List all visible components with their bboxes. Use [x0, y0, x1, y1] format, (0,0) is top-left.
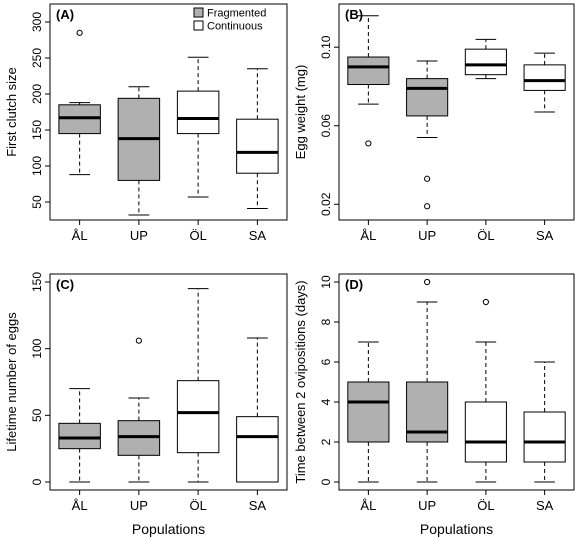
- y-tick-label: 150: [30, 272, 44, 292]
- box-iqr: [523, 411, 566, 463]
- box-3: [236, 337, 279, 483]
- box-iqr: [176, 90, 220, 135]
- box-3: [523, 361, 566, 483]
- box-iqr: [236, 118, 279, 174]
- panel-label: (A): [56, 7, 74, 22]
- panel-label: (C): [56, 277, 74, 292]
- legend-label: Continuous: [207, 21, 263, 33]
- x-tick-label: SA: [536, 228, 554, 243]
- box-0: [58, 29, 101, 176]
- box-2: [176, 56, 220, 198]
- box-iqr: [523, 64, 566, 91]
- y-tick-label: 300: [30, 12, 44, 32]
- box-0: [58, 388, 101, 483]
- box-iqr: [347, 381, 390, 443]
- y-tick-label: 0: [30, 478, 44, 485]
- x-tick-label: SA: [249, 498, 267, 513]
- x-tick-label: SA: [536, 498, 554, 513]
- y-tick-label: 0: [319, 478, 333, 485]
- x-tick-label: ÅL: [72, 498, 88, 513]
- legend-swatch: [193, 20, 204, 31]
- box-2: [176, 288, 220, 483]
- box-1: [406, 60, 449, 210]
- x-tick-label: ÖL: [477, 228, 494, 243]
- box-1: [117, 86, 161, 216]
- plot-frame: [338, 273, 575, 491]
- x-tick-label: UP: [130, 498, 148, 513]
- box-iqr: [406, 78, 449, 117]
- x-tick-label: ÖL: [189, 498, 206, 513]
- outlier-point: [365, 140, 372, 147]
- y-tick-label: 50: [30, 408, 44, 422]
- panel-2: (C) 0 50 100 150 Lifetime number of eggs ÅL UP Ö…: [4, 272, 288, 537]
- x-tick-label: UP: [418, 498, 436, 513]
- plot-frame: [338, 3, 575, 221]
- x-axis-label: Populations: [132, 521, 205, 537]
- plot-frame: [49, 273, 288, 491]
- outlier-point: [76, 29, 83, 36]
- y-tick-label: 0.10: [319, 35, 333, 59]
- box-1: [406, 278, 449, 483]
- y-axis-label: Lifetime number of eggs: [4, 312, 19, 452]
- y-tick-label: 4: [319, 398, 333, 405]
- panel-0: (A) 50 100 150 200 250 300 First clutch size ÅL U…: [4, 3, 288, 243]
- box-2: [464, 298, 507, 483]
- outlier-point: [424, 203, 431, 210]
- panel-1: (B) 0.02 0.06 0.10 Egg weight (mg) ÅL UP ÖL SA: [293, 3, 575, 243]
- x-tick-label: ÖL: [189, 228, 206, 243]
- x-axis-label: Populations: [420, 521, 493, 537]
- y-tick-label: 50: [30, 195, 44, 209]
- y-tick-label: 100: [30, 156, 44, 176]
- x-tick-label: UP: [418, 228, 436, 243]
- box-2: [464, 38, 507, 80]
- x-tick-label: ÖL: [477, 498, 494, 513]
- outlier-point: [482, 298, 489, 306]
- legend-label: Fragmented: [207, 8, 266, 20]
- box-iqr: [464, 48, 507, 76]
- x-tick-label: SA: [249, 228, 267, 243]
- x-tick-label: ÅL: [72, 228, 88, 243]
- y-axis-label: Egg weight (mg): [293, 65, 308, 160]
- x-tick-label: ÅL: [360, 228, 376, 243]
- box-3: [236, 68, 279, 209]
- y-tick-label: 150: [30, 120, 44, 140]
- panel-label: (B): [345, 7, 363, 22]
- y-tick-label: 200: [30, 84, 44, 104]
- y-tick-label: 10: [319, 275, 333, 289]
- box-1: [117, 337, 161, 483]
- box-iqr: [236, 416, 279, 483]
- box-0: [347, 15, 390, 147]
- box-iqr: [347, 56, 390, 86]
- y-axis-label: Time between 2 ovipositions (days): [293, 280, 308, 483]
- y-tick-label: 250: [30, 48, 44, 68]
- outlier-point: [424, 175, 431, 182]
- y-tick-label: 2: [319, 438, 333, 445]
- y-tick-label: 8: [319, 318, 333, 325]
- outlier-point: [135, 337, 142, 344]
- panel-label: (D): [345, 277, 363, 292]
- x-tick-label: UP: [130, 228, 148, 243]
- outlier-point: [424, 278, 431, 286]
- box-iqr: [58, 422, 101, 450]
- y-tick-label: 0.02: [319, 192, 333, 216]
- box-iqr: [464, 401, 507, 463]
- box-3: [523, 52, 566, 113]
- x-tick-label: ÅL: [360, 498, 376, 513]
- box-0: [347, 341, 390, 483]
- y-axis-label: First clutch size: [4, 67, 19, 157]
- y-tick-label: 6: [319, 358, 333, 365]
- y-tick-label: 0.06: [319, 114, 333, 138]
- box-iqr: [176, 380, 220, 454]
- plot-frame: [49, 3, 288, 221]
- legend-swatch: [193, 7, 204, 18]
- y-tick-label: 100: [30, 338, 44, 358]
- panel-3: (D) 0 2 4 6 8 10 Time between 2 ovipositions (d…: [293, 273, 575, 537]
